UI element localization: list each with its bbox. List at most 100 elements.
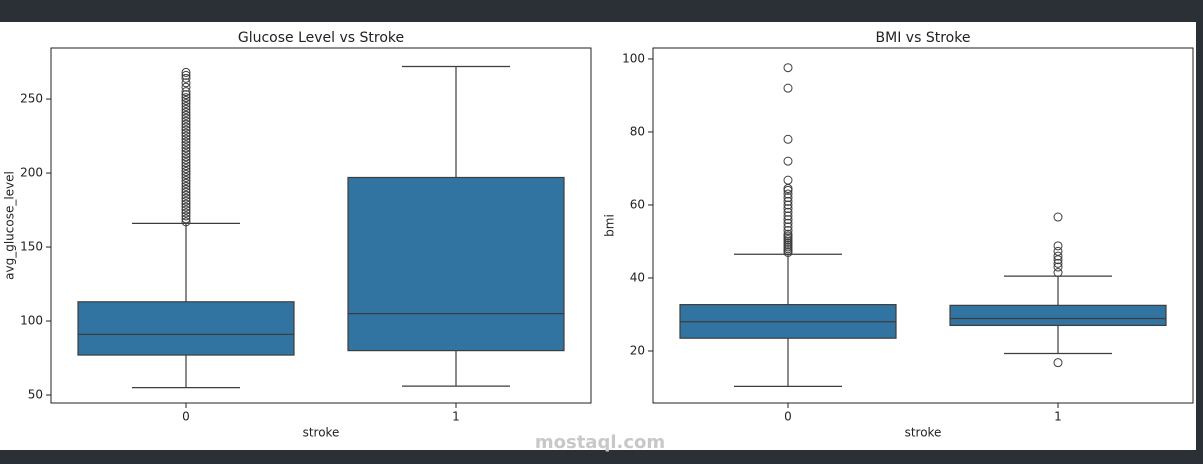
outlier bbox=[1053, 212, 1063, 222]
outlier bbox=[181, 217, 191, 227]
outlier bbox=[783, 211, 793, 221]
outlier bbox=[181, 140, 191, 150]
outlier bbox=[181, 205, 191, 215]
box bbox=[347, 176, 565, 352]
outlier bbox=[1053, 258, 1063, 268]
outlier bbox=[181, 137, 191, 147]
outlier bbox=[181, 146, 191, 156]
outlier bbox=[181, 172, 191, 182]
y-tick-label: 100 bbox=[622, 51, 645, 65]
outlier bbox=[181, 187, 191, 197]
outlier bbox=[181, 196, 191, 206]
outlier bbox=[1053, 267, 1063, 277]
outlier bbox=[783, 207, 793, 217]
x-tick-label: 1 bbox=[452, 410, 460, 424]
outlier bbox=[181, 155, 191, 165]
outlier bbox=[181, 104, 191, 114]
outlier bbox=[181, 214, 191, 224]
chart-title: BMI vs Stroke bbox=[876, 30, 971, 46]
outlier bbox=[181, 70, 191, 80]
outlier bbox=[181, 131, 191, 141]
outlier bbox=[181, 96, 191, 106]
outlier bbox=[1053, 241, 1063, 251]
outlier bbox=[181, 170, 191, 180]
outlier bbox=[1053, 262, 1063, 272]
outlier bbox=[181, 113, 191, 123]
outlier bbox=[181, 143, 191, 153]
outlier bbox=[783, 63, 793, 73]
y-axis-label: avg_glucose_level bbox=[3, 171, 17, 280]
outlier bbox=[181, 90, 191, 100]
outlier bbox=[783, 156, 793, 166]
outlier bbox=[783, 83, 793, 93]
outlier bbox=[181, 73, 191, 83]
x-axis-label: stroke bbox=[905, 426, 942, 440]
outlier bbox=[1053, 246, 1063, 256]
y-tick-label: 80 bbox=[630, 124, 645, 138]
outlier bbox=[1053, 251, 1063, 261]
x-tick-label: 0 bbox=[784, 410, 792, 424]
outlier bbox=[783, 200, 793, 210]
outlier bbox=[783, 226, 793, 236]
y-axis-label: bmi bbox=[603, 214, 617, 237]
outlier bbox=[783, 222, 793, 232]
outlier bbox=[181, 107, 191, 117]
y-tick-label: 100 bbox=[20, 314, 43, 328]
y-tick-label: 40 bbox=[630, 270, 645, 284]
figure-background bbox=[0, 22, 1196, 450]
outlier bbox=[181, 149, 191, 159]
outlier bbox=[181, 98, 191, 108]
outlier bbox=[181, 158, 191, 168]
outlier bbox=[181, 202, 191, 212]
x-tick-label: 0 bbox=[182, 410, 190, 424]
outlier bbox=[783, 189, 793, 199]
y-tick-label: 20 bbox=[630, 343, 645, 357]
outlier bbox=[783, 175, 793, 185]
outlier bbox=[181, 110, 191, 120]
outlier bbox=[181, 122, 191, 132]
outlier bbox=[783, 204, 793, 214]
outlier bbox=[181, 190, 191, 200]
outlier bbox=[1053, 358, 1063, 368]
outlier bbox=[181, 93, 191, 103]
outlier bbox=[181, 199, 191, 209]
outlier bbox=[181, 128, 191, 138]
outlier bbox=[783, 196, 793, 206]
outlier bbox=[181, 193, 191, 203]
outlier bbox=[181, 134, 191, 144]
outlier bbox=[181, 175, 191, 185]
outlier bbox=[181, 67, 191, 77]
x-axis-label: stroke bbox=[303, 426, 340, 440]
outlier bbox=[783, 134, 793, 144]
chart-title: Glucose Level vs Stroke bbox=[238, 30, 404, 46]
outlier bbox=[181, 167, 191, 177]
box bbox=[77, 301, 295, 356]
outlier bbox=[181, 78, 191, 88]
outlier bbox=[181, 164, 191, 174]
outlier bbox=[783, 218, 793, 228]
outlier bbox=[181, 82, 191, 92]
plot-frame bbox=[652, 47, 1194, 404]
outlier bbox=[181, 87, 191, 97]
outlier bbox=[181, 125, 191, 135]
outlier bbox=[181, 211, 191, 221]
x-tick-label: 1 bbox=[1054, 410, 1062, 424]
outlier bbox=[783, 193, 793, 203]
y-tick-label: 200 bbox=[20, 166, 43, 180]
y-tick-label: 250 bbox=[20, 92, 43, 106]
box bbox=[949, 304, 1167, 327]
watermark: mostaql.com bbox=[535, 432, 665, 453]
outlier bbox=[181, 184, 191, 194]
y-tick-label: 150 bbox=[20, 240, 43, 254]
outlier bbox=[181, 116, 191, 126]
outlier bbox=[181, 152, 191, 162]
outlier bbox=[181, 161, 191, 171]
outlier bbox=[783, 229, 793, 239]
outlier bbox=[181, 181, 191, 191]
outlier bbox=[181, 208, 191, 218]
outlier bbox=[181, 101, 191, 111]
plot-frame bbox=[50, 47, 592, 404]
y-tick-label: 60 bbox=[630, 197, 645, 211]
